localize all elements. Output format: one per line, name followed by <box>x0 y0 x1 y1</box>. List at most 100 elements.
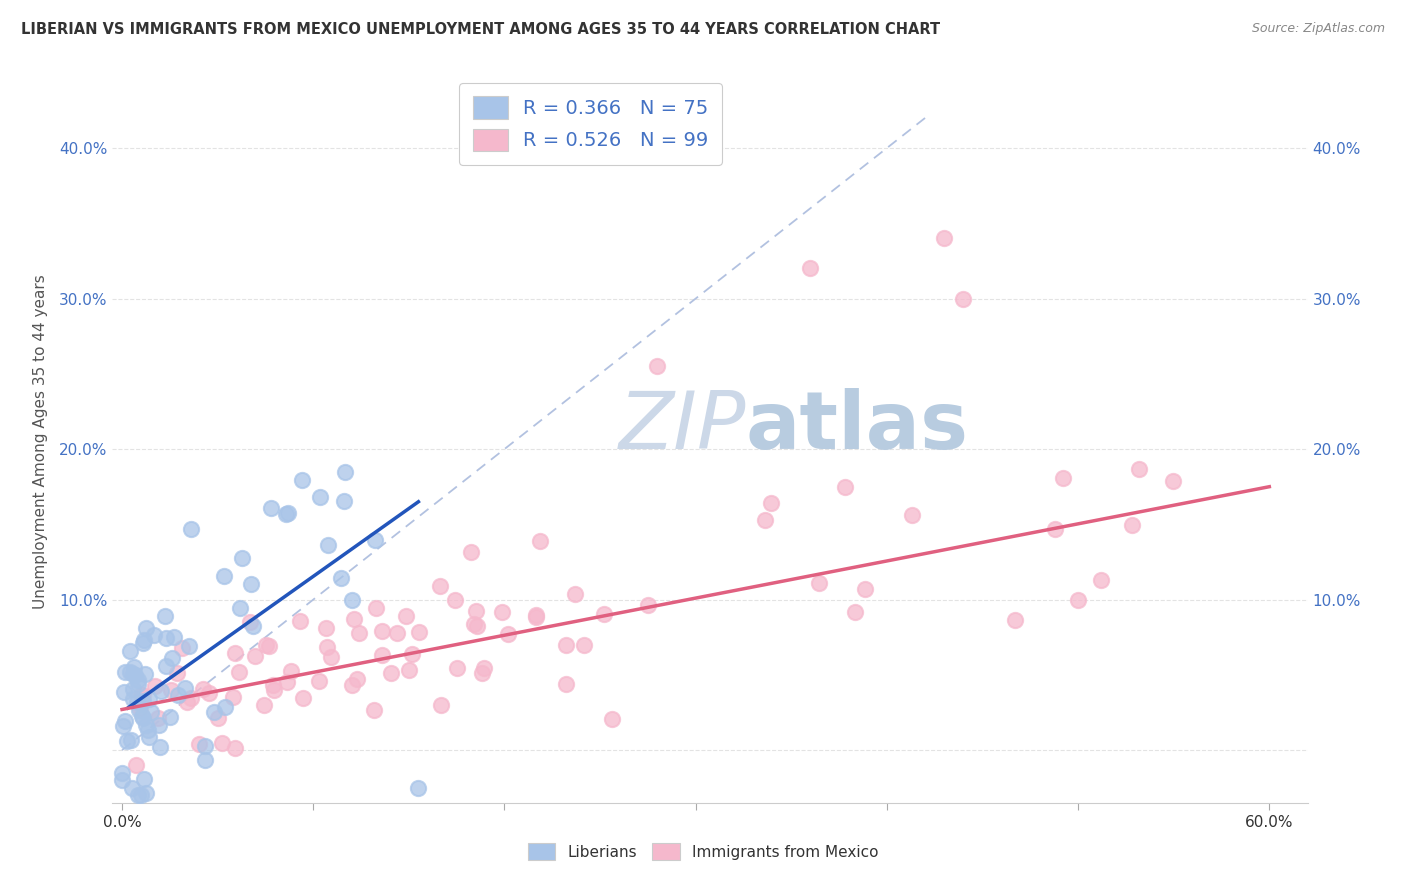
Point <box>429 579 451 593</box>
Point <box>496 627 519 641</box>
Point <box>262 678 284 692</box>
Point <box>465 619 488 633</box>
Point <box>471 665 494 680</box>
Point <box>142 627 165 641</box>
Point <box>315 621 337 635</box>
Point <box>343 612 366 626</box>
Point <box>1045 523 1067 537</box>
Point <box>934 231 956 245</box>
Point <box>380 666 402 681</box>
Point <box>159 709 181 723</box>
Point <box>114 665 136 679</box>
Point <box>124 667 146 681</box>
Point <box>132 772 155 786</box>
Point <box>346 673 368 687</box>
Point <box>260 501 283 516</box>
Point <box>202 706 225 720</box>
Point <box>463 617 485 632</box>
Point <box>149 740 172 755</box>
Legend: R = 0.366   N = 75, R = 0.526   N = 99: R = 0.366 N = 75, R = 0.526 N = 99 <box>458 83 723 165</box>
Point <box>371 624 394 639</box>
Point <box>332 493 354 508</box>
Point <box>254 638 277 652</box>
Point <box>446 661 468 675</box>
Point <box>136 723 159 737</box>
Point <box>112 685 135 699</box>
Point <box>120 733 142 747</box>
Point <box>138 730 160 744</box>
Point <box>118 665 141 679</box>
Point <box>134 666 156 681</box>
Point <box>114 714 136 729</box>
Point <box>526 607 548 622</box>
Point <box>129 789 152 803</box>
Point <box>366 600 388 615</box>
Point <box>554 676 576 690</box>
Point <box>637 599 659 613</box>
Point <box>155 632 177 646</box>
Point <box>408 624 430 639</box>
Point <box>564 587 586 601</box>
Point <box>316 538 339 552</box>
Point <box>647 359 669 374</box>
Point <box>340 592 363 607</box>
Point <box>347 625 370 640</box>
Point <box>134 632 156 647</box>
Point <box>276 508 298 522</box>
Point <box>132 694 155 708</box>
Point <box>340 678 363 692</box>
Point <box>243 649 266 664</box>
Point <box>1067 592 1090 607</box>
Point <box>193 681 215 696</box>
Point <box>143 679 166 693</box>
Point <box>163 630 186 644</box>
Point <box>401 647 423 661</box>
Point <box>194 753 217 767</box>
Point <box>122 691 145 706</box>
Text: LIBERIAN VS IMMIGRANTS FROM MEXICO UNEMPLOYMENT AMONG AGES 35 TO 44 YEARS CORREL: LIBERIAN VS IMMIGRANTS FROM MEXICO UNEMP… <box>21 22 941 37</box>
Point <box>363 703 385 717</box>
Point <box>228 665 250 679</box>
Point <box>122 660 145 674</box>
Point <box>129 701 152 715</box>
Point <box>212 568 235 582</box>
Point <box>111 765 134 780</box>
Point <box>276 675 298 690</box>
Point <box>148 711 170 725</box>
Point <box>371 648 394 663</box>
Point <box>131 709 153 723</box>
Point <box>316 640 339 654</box>
Point <box>291 690 314 705</box>
Point <box>155 658 177 673</box>
Point <box>1004 613 1026 627</box>
Point <box>173 681 195 695</box>
Point <box>464 604 486 618</box>
Point <box>253 698 276 713</box>
Point <box>460 545 482 559</box>
Point <box>160 682 183 697</box>
Point <box>135 786 157 800</box>
Point <box>141 705 163 719</box>
Point <box>491 606 513 620</box>
Point <box>443 592 465 607</box>
Point <box>395 609 418 624</box>
Point <box>555 638 578 652</box>
Point <box>179 639 201 653</box>
Point <box>167 688 190 702</box>
Point <box>180 522 202 536</box>
Point <box>853 582 876 597</box>
Point <box>529 533 551 548</box>
Point <box>474 661 496 675</box>
Point <box>150 684 173 698</box>
Text: Source: ZipAtlas.com: Source: ZipAtlas.com <box>1251 22 1385 36</box>
Point <box>330 571 353 585</box>
Point <box>430 698 453 713</box>
Point <box>207 711 229 725</box>
Point <box>308 674 330 689</box>
Point <box>111 773 134 788</box>
Point <box>121 780 143 795</box>
Point <box>240 577 263 591</box>
Point <box>398 663 420 677</box>
Point <box>132 711 155 725</box>
Point <box>385 625 408 640</box>
